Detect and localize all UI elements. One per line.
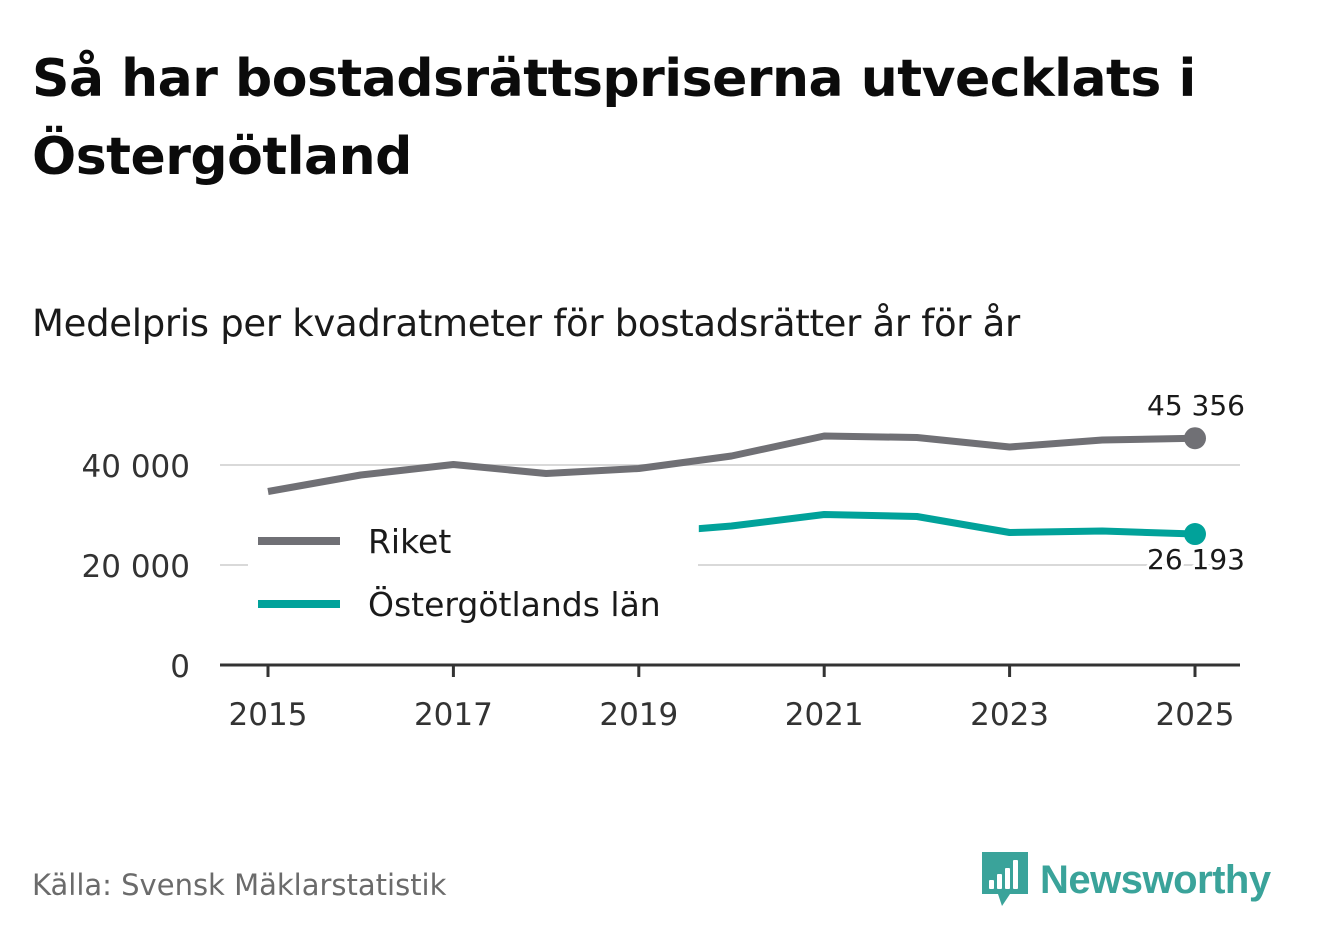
newsworthy-logo-icon bbox=[982, 852, 1028, 906]
legend-label-riket: Riket bbox=[368, 522, 451, 561]
y-tick-label: 20 000 bbox=[82, 549, 190, 585]
brand-logo[interactable]: Newsworthy bbox=[980, 850, 1271, 910]
source-note: Källa: Svensk Mäklarstatistik bbox=[32, 868, 447, 902]
chart-subtitle: Medelpris per kvadratmeter för bostadsrä… bbox=[32, 302, 1020, 345]
end-label-ostergotland: 26 193 bbox=[1147, 543, 1245, 576]
end-point-riket bbox=[1184, 427, 1206, 450]
chart-title: Så har bostadsrättspriserna utvecklats i… bbox=[32, 49, 1196, 187]
line-chart: 0 20 000 40 000 2015 2017 2019 2021 2023 2025 Rik… bbox=[81, 389, 1245, 733]
x-tick-label: 2017 bbox=[414, 697, 493, 733]
brand-name: Newsworthy bbox=[1040, 857, 1271, 902]
x-tick-label: 2023 bbox=[970, 697, 1049, 733]
series-line-ostergotland bbox=[699, 511, 1196, 538]
series-line-riket bbox=[267, 432, 1196, 495]
x-tick-label: 2015 bbox=[229, 697, 308, 733]
y-tick-label: 0 bbox=[170, 649, 190, 685]
y-tick-label: 40 000 bbox=[82, 449, 190, 485]
end-point-ostergotland bbox=[1184, 523, 1206, 546]
end-label-riket: 45 356 bbox=[1147, 389, 1245, 422]
x-tick-label: 2021 bbox=[785, 697, 864, 733]
x-tick-label: 2019 bbox=[599, 697, 678, 733]
x-tick-label: 2025 bbox=[1156, 697, 1235, 733]
legend-background bbox=[248, 515, 698, 630]
legend-label-ostergotland: Östergötlands län bbox=[368, 584, 661, 624]
